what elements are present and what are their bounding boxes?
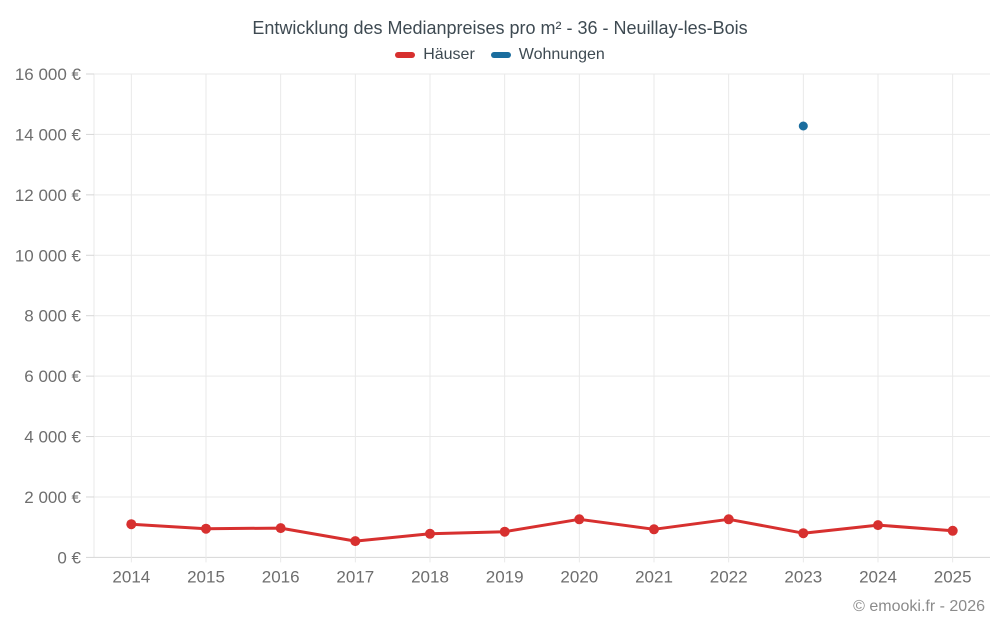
- data-point-haeuser-2021[interactable]: [649, 524, 659, 535]
- x-axis-label: 2023: [784, 567, 822, 586]
- y-axis-label: 10 000 €: [15, 246, 82, 265]
- y-axis-label: 14 000 €: [15, 125, 82, 144]
- data-point-haeuser-2020[interactable]: [574, 514, 585, 525]
- data-point-haeuser-2022[interactable]: [723, 514, 734, 525]
- data-point-haeuser-2017[interactable]: [350, 536, 361, 547]
- data-point-haeuser-2023[interactable]: [798, 528, 809, 539]
- x-axis-label: 2017: [336, 567, 374, 586]
- y-axis-label: 6 000 €: [24, 367, 81, 386]
- x-axis-label: 2019: [486, 567, 524, 586]
- x-axis-label: 2015: [187, 567, 225, 586]
- chart-title: Entwicklung des Medianpreises pro m² - 3…: [252, 18, 748, 38]
- y-axis-label: 4 000 €: [24, 428, 81, 447]
- x-axis-label: 2025: [934, 567, 972, 586]
- y-axis-label: 16 000 €: [15, 65, 82, 84]
- chart-legend: Häuser Wohnungen: [0, 46, 1000, 64]
- data-point-haeuser-2018[interactable]: [425, 528, 435, 539]
- x-axis-label: 2022: [710, 567, 748, 586]
- x-axis-label: 2024: [859, 567, 897, 586]
- data-point-haeuser-2015[interactable]: [201, 523, 211, 534]
- y-axis-label: 0 €: [57, 548, 81, 567]
- data-point-haeuser-2024[interactable]: [873, 520, 883, 531]
- data-point-haeuser-2019[interactable]: [499, 526, 510, 537]
- x-axis-label: 2016: [262, 567, 300, 586]
- data-point-haeuser-2014[interactable]: [126, 519, 137, 530]
- x-axis-label: 2021: [635, 567, 673, 586]
- series-line-haeuser: [131, 517, 953, 543]
- data-point-wohnungen-2023[interactable]: [798, 121, 808, 131]
- data-point-haeuser-2016[interactable]: [275, 523, 286, 534]
- y-axis-label: 8 000 €: [24, 307, 81, 326]
- data-point-haeuser-2025[interactable]: [947, 525, 958, 536]
- x-axis-label: 2020: [560, 567, 598, 586]
- x-axis-label: 2014: [112, 567, 150, 586]
- legend-label: Wohnungen: [518, 46, 605, 63]
- copyright-text: © emooki.fr - 2026: [853, 598, 985, 615]
- x-axis-label: 2018: [411, 567, 449, 586]
- legend-item-haeuser[interactable]: Häuser: [395, 46, 475, 64]
- legend-swatch-icon: [490, 52, 511, 58]
- y-axis-label: 12 000 €: [15, 186, 82, 205]
- y-axis-label: 2 000 €: [24, 488, 81, 507]
- legend-swatch-icon: [395, 52, 416, 58]
- legend-label: Häuser: [423, 46, 475, 63]
- legend-item-wohnungen[interactable]: Wohnungen: [490, 46, 605, 64]
